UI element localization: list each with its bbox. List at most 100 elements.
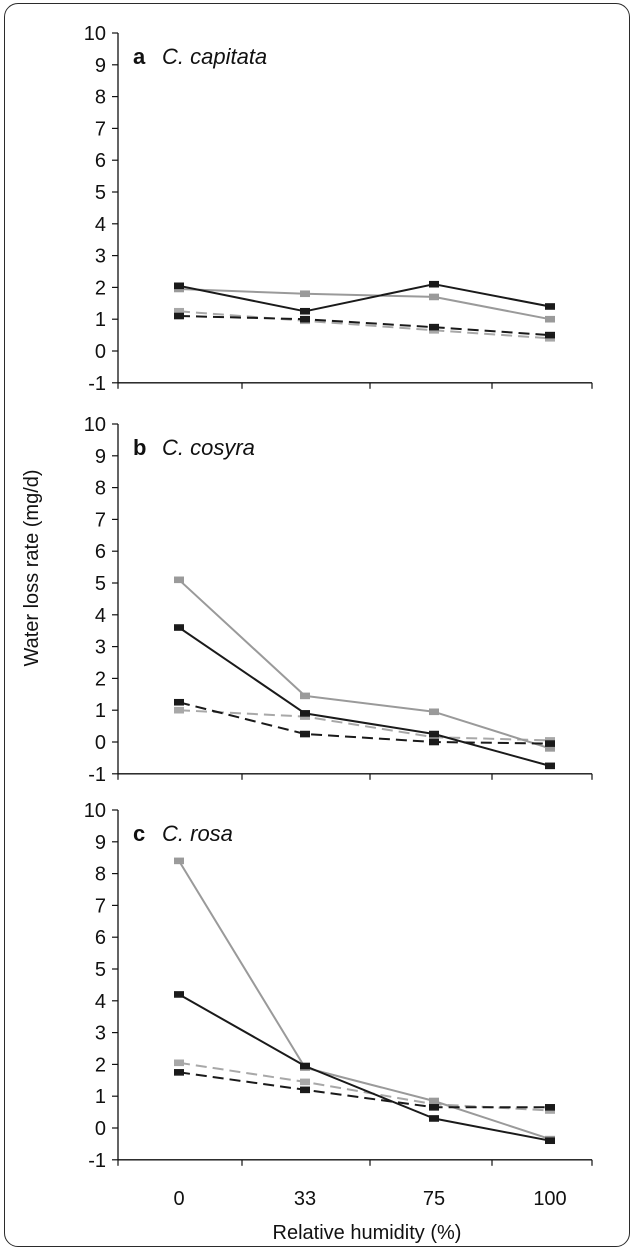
y-tick-label: 2 (95, 668, 106, 690)
y-tick-label: -1 (88, 1150, 106, 1172)
y-tick-label: -1 (88, 373, 106, 395)
data-point (545, 1105, 555, 1110)
data-point (300, 317, 310, 322)
y-tick-label: 4 (95, 605, 106, 627)
x-tick-label: 75 (423, 1188, 445, 1210)
y-tick-label: -1 (88, 764, 106, 786)
data-point (545, 1138, 555, 1143)
y-tick-label: 8 (95, 478, 106, 500)
data-point (174, 700, 184, 705)
series-line-solid-gray (178, 579, 551, 750)
data-point (174, 577, 184, 582)
y-tick-label: 9 (95, 832, 106, 854)
data-point (429, 732, 439, 737)
y-tick-label: 3 (95, 637, 106, 659)
data-point (545, 317, 555, 322)
series-line-solid-black (178, 283, 551, 313)
y-tick-label: 7 (95, 895, 106, 917)
data-point (300, 1087, 310, 1092)
panel-b: -1 0 1 2 3 4 5 6 7 8 9 10 b C. cosyra (84, 414, 593, 786)
data-point (174, 309, 184, 314)
panel-species-label: C. cosyra (162, 435, 255, 460)
figure-frame (4, 3, 630, 1247)
series-line-dashed-black (178, 1071, 550, 1109)
series-line-solid-black (178, 993, 551, 1142)
panel-letter: b (133, 435, 146, 460)
y-tick-label: 6 (95, 150, 106, 172)
y-tick-label: 0 (95, 732, 106, 754)
y-tick-label: 2 (95, 1054, 106, 1076)
data-point (429, 1098, 439, 1103)
data-point (300, 693, 310, 698)
y-tick-label: 3 (95, 246, 106, 268)
y-tick-label: 9 (95, 446, 106, 468)
y-tick-label: 4 (95, 214, 106, 236)
y-tick-label: 8 (95, 87, 106, 109)
data-point (545, 746, 555, 751)
data-point (545, 763, 555, 768)
data-point (300, 309, 310, 314)
x-tick-label: 100 (533, 1188, 566, 1210)
series-line-dashed-gray (178, 1061, 551, 1112)
data-point (429, 325, 439, 330)
y-tick-label: 6 (95, 541, 106, 563)
x-tick-label: 33 (294, 1188, 316, 1210)
data-point (300, 1063, 310, 1068)
series-line-solid-gray (178, 288, 551, 321)
data-point (174, 314, 184, 319)
data-point (174, 992, 184, 997)
series-line-dashed-black (178, 315, 551, 337)
data-point (300, 711, 310, 716)
data-point (174, 858, 184, 863)
data-point (545, 333, 555, 338)
y-tick-label: 1 (95, 1086, 106, 1108)
y-tick-label: 6 (95, 927, 106, 949)
y-tick-label: 7 (95, 509, 106, 531)
data-point (429, 282, 439, 287)
y-tick-label: 2 (95, 277, 106, 299)
series-line-solid-gray (178, 860, 551, 1141)
data-point (300, 291, 310, 296)
y-tick-label: 4 (95, 991, 106, 1013)
y-tick-label: 7 (95, 118, 106, 140)
panel-a: -1 0 1 2 3 4 5 6 7 8 9 10 a C. capitata (84, 23, 593, 395)
y-tick-label: 8 (95, 864, 106, 886)
data-point (429, 1105, 439, 1110)
panel-letter: c (133, 821, 145, 846)
y-tick-label: 9 (95, 55, 106, 77)
series-line-dashed-gray (178, 310, 551, 340)
data-point (174, 1060, 184, 1065)
y-tick-label: 1 (95, 309, 106, 331)
data-point (174, 708, 184, 713)
data-point (429, 740, 439, 744)
y-tick-label: 3 (95, 1023, 106, 1045)
series-line-solid-black (178, 626, 551, 767)
y-tick-label: 5 (95, 182, 106, 204)
data-point (300, 732, 310, 737)
data-point (174, 1070, 184, 1075)
series-line-dashed-gray (178, 709, 551, 742)
panel-species-label: C. rosa (162, 821, 233, 846)
y-tick-label: 1 (95, 700, 106, 722)
y-tick-label: 0 (95, 1118, 106, 1140)
y-tick-label: 10 (84, 23, 106, 45)
y-tick-label: 10 (84, 800, 106, 822)
panel-species-label: C. capitata (162, 44, 267, 69)
y-tick-label: 5 (95, 959, 106, 981)
x-tick-label: 0 (173, 1188, 184, 1210)
x-axis-title: Relative humidity (%) (273, 1222, 462, 1244)
data-point (429, 1116, 439, 1121)
data-point (174, 625, 184, 630)
data-point (429, 709, 439, 714)
data-point (429, 294, 439, 299)
y-tick-label: 0 (95, 341, 106, 363)
panel-letter: a (133, 44, 146, 69)
series-line-dashed-black (178, 701, 551, 745)
data-point (174, 283, 184, 288)
data-point (545, 304, 555, 309)
data-point (545, 741, 555, 746)
y-tick-label: 5 (95, 573, 106, 595)
